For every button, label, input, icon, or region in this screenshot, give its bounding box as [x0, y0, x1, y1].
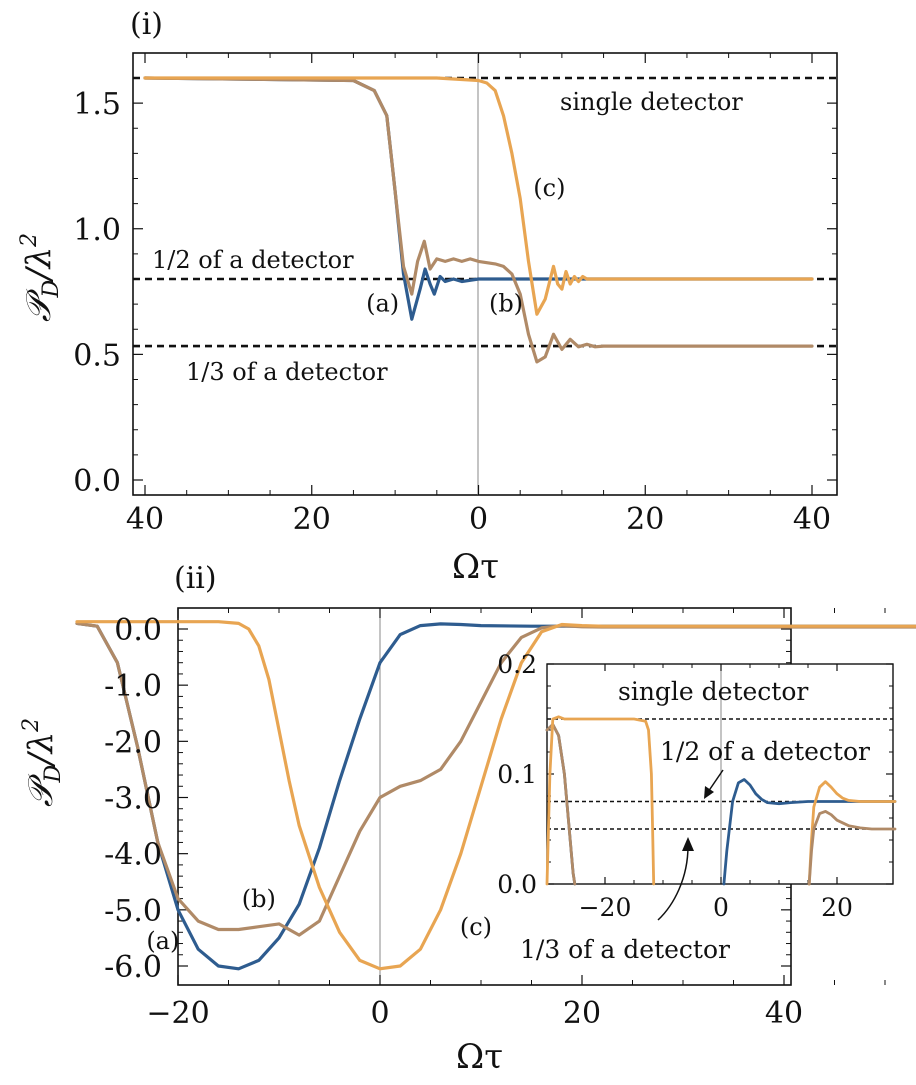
half-detector-label: 1/2 of a detector [152, 246, 354, 274]
panel-ii: (ii) −2002040600.0-1.0-2.0-3.0-4.0-5.0-6… [19, 561, 916, 1077]
inset-chart: −20 0 20 0.0 0.1 0.2 single detector 1/2 of a… [497, 650, 897, 922]
panel-ii-y-tick-label: -3.0 [104, 782, 162, 817]
panel-i-x-tick-label: 0 [469, 502, 488, 537]
panel-i-curve-label: (c) [533, 174, 565, 202]
panel-ii-x-axis-label: Ωτ [456, 1037, 503, 1077]
panel-i-x-tick-label: 40 [126, 502, 164, 537]
panel-i-tick-labels: 40 20 0 20 400.00.51.01.5 [73, 87, 831, 537]
inset-half-arrow [707, 769, 724, 793]
panel-i-label: (i) [130, 7, 163, 42]
panel-ii-x-tick-label: 0 [370, 996, 389, 1031]
panel-ii-label: (ii) [174, 561, 217, 596]
inset-x-tick-label: 20 [821, 893, 853, 922]
panel-i-y-tick-label: 0.0 [73, 464, 121, 499]
panel-ii-series-line-1 [75, 621, 916, 937]
inset-y-tick-label: 0.0 [497, 870, 537, 899]
panel-i: (i) 40 20 0 20 400.00.51.01.5 (a) (b)(c) sing… [17, 7, 838, 587]
panel-ii-annotations: (a) (b) (c) [146, 885, 492, 955]
inset-series-line-2 [722, 778, 897, 886]
panel-ii-y-tick-label: -6.0 [104, 950, 162, 985]
inset-series-line-4 [807, 780, 897, 886]
panel-i-reference-lines [133, 76, 837, 348]
inset-third-arrowhead [682, 837, 694, 851]
panel-ii-x-tick-label: 20 [563, 996, 601, 1031]
panel-i-ticks [133, 53, 837, 495]
inset-third-detector-label: 1/3 of a detector [520, 935, 730, 964]
panel-ii-curve-label: (b) [242, 885, 276, 913]
panel-ii-series-line-2 [75, 620, 916, 971]
inset-series [545, 715, 897, 886]
panel-ii-y-axis-label: 𝒫D/λ2 [19, 718, 66, 807]
inset-y-tick-label: 0.1 [497, 760, 537, 789]
panel-ii-y-tick-label: -5.0 [104, 894, 162, 929]
panel-ii-tick-labels: −2002040600.0-1.0-2.0-3.0-4.0-5.0-6.0 [104, 613, 803, 1031]
inset-x-tick-label: 0 [713, 893, 729, 922]
inset-series-line-5 [807, 810, 897, 886]
inset-x-tick-label: −20 [579, 893, 632, 922]
panel-i-series [143, 76, 814, 364]
third-detector-label: 1/3 of a detector [186, 358, 388, 386]
panel-i-y-tick-label: 0.5 [73, 338, 121, 373]
single-detector-label: single detector [560, 88, 743, 116]
inset-tick-labels: −20 0 20 0.0 0.1 0.2 [497, 650, 853, 922]
inset-half-arrowhead [704, 786, 714, 799]
panel-i-curve-label: (b) [489, 290, 523, 318]
panel-ii-curve-label: (c) [460, 913, 492, 941]
panel-i-curve-label: (a) [366, 290, 399, 318]
panel-i-frame [132, 52, 838, 496]
panel-i-annotations: (a) (b) (c) [366, 174, 565, 318]
panel-i-x-tick-label: 20 [293, 502, 331, 537]
panel-i-x-tick-label: 40 [793, 502, 831, 537]
inset-series-line-3 [545, 715, 656, 886]
panel-i-y-tick-label: 1.0 [73, 213, 121, 248]
panel-ii-x-tick-label: −20 [146, 996, 209, 1031]
panel-i-y-tick-label: 1.5 [73, 87, 121, 122]
panel-i-x-axis-label: Ωτ [452, 547, 499, 587]
panel-i-series-line-2 [143, 76, 814, 316]
panel-ii-series [75, 620, 916, 971]
panel-i-series-line-1 [143, 76, 814, 364]
panel-ii-y-tick-label: -4.0 [104, 838, 162, 873]
inset-half-detector-label: 1/2 of a detector [660, 737, 870, 766]
panel-ii-y-tick-label: -1.0 [104, 669, 162, 704]
inset-y-tick-label: 0.2 [497, 650, 537, 679]
inset-single-detector-label: single detector [618, 677, 808, 706]
panel-i-x-tick-label: 20 [626, 502, 664, 537]
inset-third-arrow [657, 845, 689, 921]
panel-ii-y-tick-label: 0.0 [114, 613, 162, 648]
panel-ii-curve-label: (a) [146, 927, 179, 955]
panel-ii-ticks [177, 608, 886, 985]
panel-ii-y-tick-label: -2.0 [104, 725, 162, 760]
panel-ii-x-tick-label: 40 [765, 996, 803, 1031]
panel-i-y-axis-label: 𝒫D/λ2 [17, 233, 64, 322]
